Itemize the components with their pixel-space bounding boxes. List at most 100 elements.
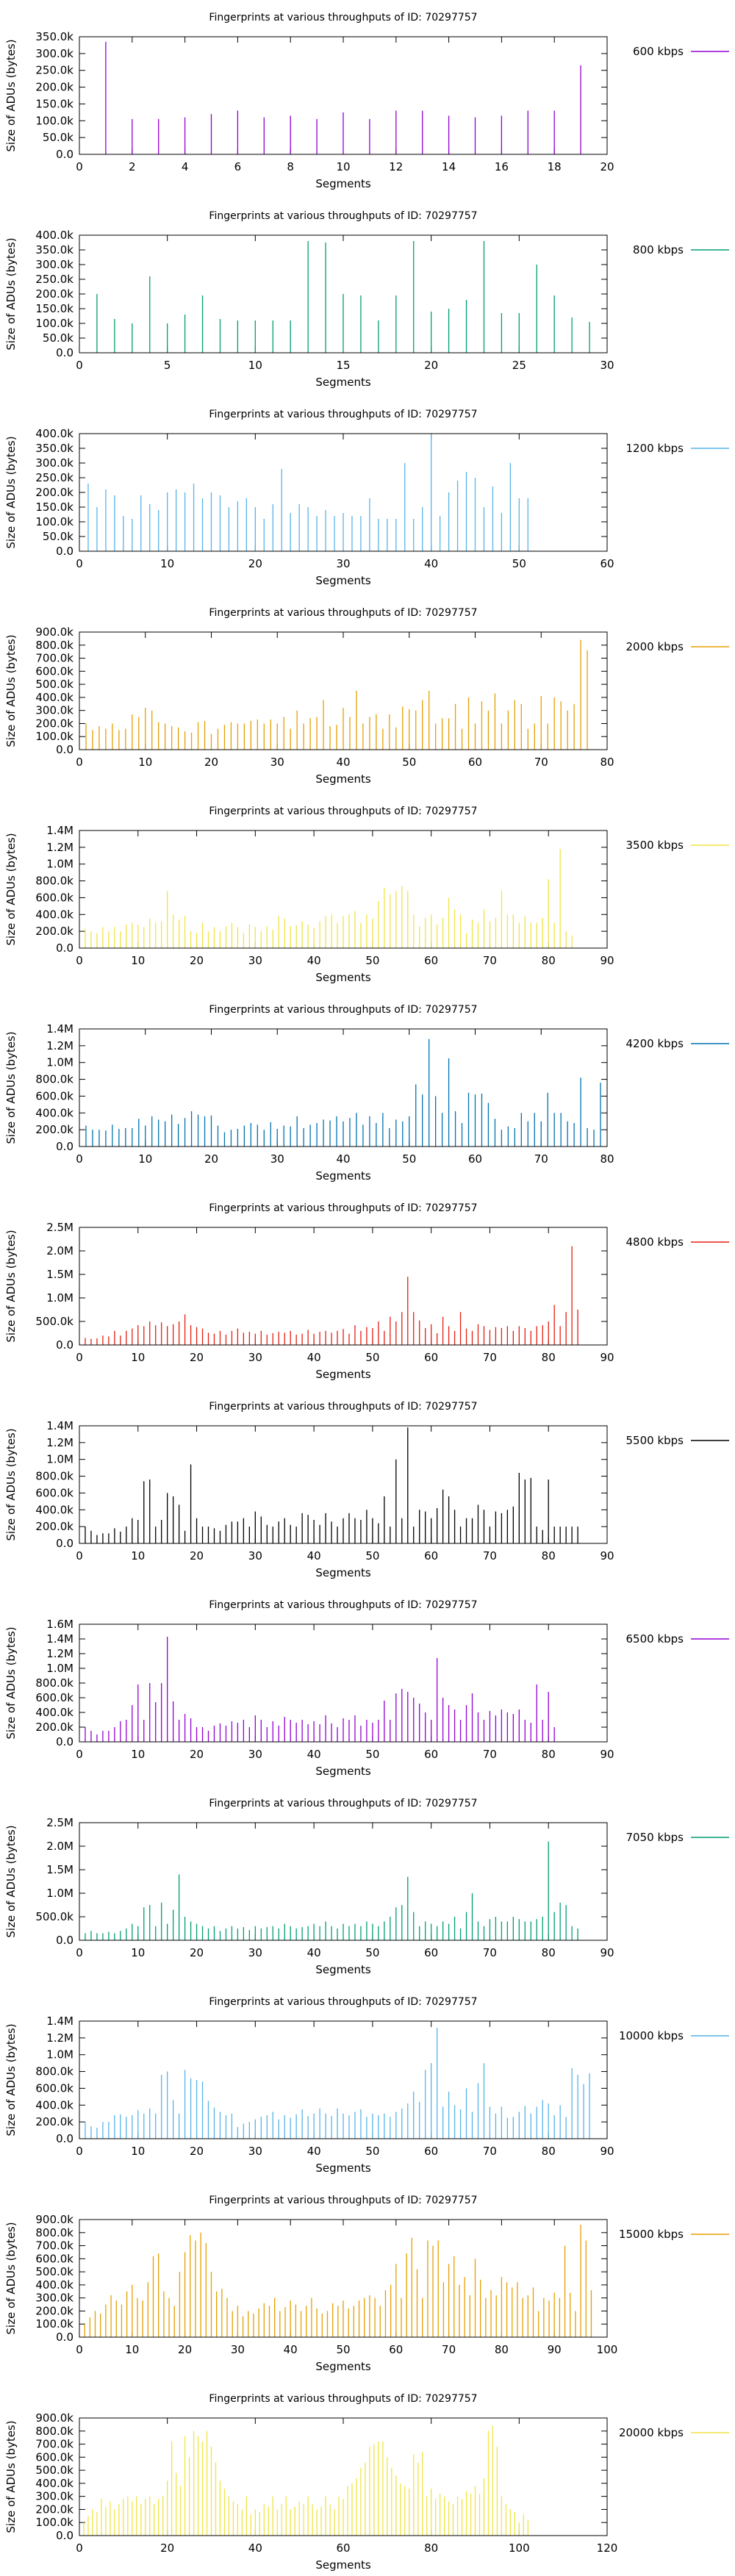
chart-panel-6: Fingerprints at various throughputs of I… [4, 1004, 729, 1183]
x-tick-label: 70 [442, 2343, 456, 2356]
x-tick-label: 40 [307, 954, 321, 967]
y-tick-label: 600.0k [35, 2450, 74, 2464]
x-tick-label: 40 [307, 1549, 321, 1563]
y-tick-label: 1.2M [46, 1436, 74, 1449]
chart-title: Fingerprints at various throughputs of I… [209, 806, 477, 817]
legend-label: 10000 kbps [619, 2029, 684, 2042]
x-tick-label: 60 [424, 2145, 438, 2158]
x-axis-label: Segments [315, 2360, 371, 2373]
x-tick-label: 30 [248, 1351, 262, 1364]
x-tick-label: 10 [248, 359, 262, 372]
x-tick-label: 40 [424, 557, 438, 570]
y-tick-label: 0.0 [56, 148, 74, 161]
y-tick-label: 100.0k [35, 2516, 74, 2529]
y-tick-label: 1.0M [46, 1887, 74, 1900]
chart-panel-13: Fingerprints at various throughputs of I… [4, 2393, 729, 2572]
chart-title: Fingerprints at various throughputs of I… [209, 607, 477, 619]
x-tick-label: 30 [248, 1946, 262, 1959]
legend-label: 4200 kbps [626, 1037, 684, 1050]
plot-frame [79, 1624, 608, 1743]
x-tick-label: 60 [424, 1748, 438, 1761]
x-tick-label: 90 [600, 954, 614, 967]
x-tick-label: 80 [542, 2145, 556, 2158]
y-tick-label: 400.0k [35, 1706, 74, 1719]
y-tick-label: 500.0k [35, 2464, 74, 2477]
y-tick-label: 0.0 [56, 2132, 74, 2145]
y-tick-label: 800.0k [35, 875, 74, 888]
x-axis-label: Segments [315, 177, 371, 190]
y-tick-label: 2.5M [46, 1221, 74, 1234]
y-tick-label: 0.0 [56, 1537, 74, 1550]
x-tick-label: 0 [76, 557, 83, 570]
y-tick-label: 300.0k [35, 2490, 74, 2503]
y-tick-label: 800.0k [35, 1073, 74, 1086]
y-tick-label: 600.0k [35, 1691, 74, 1704]
y-tick-label: 1.6M [46, 1618, 74, 1631]
x-tick-label: 40 [307, 2145, 321, 2158]
x-tick-label: 20 [190, 2145, 204, 2158]
x-tick-label: 80 [600, 1152, 614, 1166]
x-axis-label: Segments [315, 1566, 371, 1579]
x-axis-label: Segments [315, 2161, 371, 2175]
legend-label: 5500 kbps [626, 1434, 684, 1447]
x-tick-label: 60 [424, 954, 438, 967]
x-tick-label: 80 [542, 1946, 556, 1959]
x-tick-label: 40 [307, 1748, 321, 1761]
chart-panel-9: Fingerprints at various throughputs of I… [4, 1599, 729, 1778]
x-axis-label: Segments [315, 574, 371, 587]
x-tick-label: 0 [76, 2343, 83, 2356]
y-tick-label: 0.0 [56, 941, 74, 955]
legend-label: 15000 kbps [619, 2228, 684, 2241]
x-tick-label: 80 [542, 954, 556, 967]
y-tick-label: 1.0M [46, 1662, 74, 1675]
x-tick-label: 60 [336, 2541, 350, 2555]
legend-label: 20000 kbps [619, 2426, 684, 2439]
x-tick-label: 40 [336, 756, 350, 769]
x-tick-label: 60 [424, 1351, 438, 1364]
legend-label: 2000 kbps [626, 640, 684, 653]
x-tick-label: 70 [483, 1748, 497, 1761]
x-tick-label: 10 [131, 2145, 145, 2158]
y-tick-label: 600.0k [35, 664, 74, 678]
plot-frame [79, 1822, 608, 1941]
y-axis-label: Size of ADUs (bytes) [4, 2420, 18, 2533]
y-tick-label: 400.0k [35, 2098, 74, 2112]
y-tick-label: 2.0M [46, 1244, 74, 1257]
x-tick-label: 20 [248, 557, 262, 570]
y-tick-label: 0.0 [56, 2331, 74, 2344]
y-tick-label: 100.0k [35, 730, 74, 743]
y-axis-label: Size of ADUs (bytes) [4, 1626, 18, 1739]
plot-frame [79, 36, 608, 155]
y-tick-label: 1.0M [46, 1453, 74, 1466]
y-axis-label: Size of ADUs (bytes) [4, 1031, 18, 1144]
legend-label: 3500 kbps [626, 839, 684, 852]
x-tick-label: 80 [542, 1549, 556, 1563]
x-tick-label: 60 [389, 2343, 403, 2356]
y-tick-label: 900.0k [35, 2411, 74, 2425]
y-tick-label: 200.0k [35, 1123, 74, 1136]
chart-panel-4: Fingerprints at various throughputs of I… [4, 607, 729, 786]
x-tick-label: 80 [542, 1748, 556, 1761]
x-tick-label: 30 [248, 1748, 262, 1761]
y-tick-label: 1.4M [46, 1022, 74, 1036]
y-tick-label: 250.0k [35, 471, 74, 484]
chart-title: Fingerprints at various throughputs of I… [209, 1798, 477, 1809]
y-tick-label: 1.2M [46, 2031, 74, 2045]
x-tick-label: 30 [270, 756, 284, 769]
x-tick-label: 40 [248, 2541, 262, 2555]
x-tick-label: 30 [248, 954, 262, 967]
y-tick-label: 200.0k [35, 287, 74, 301]
x-tick-label: 0 [76, 954, 83, 967]
chart-title: Fingerprints at various throughputs of I… [209, 409, 477, 420]
x-tick-label: 20 [600, 160, 614, 173]
chart-panel-3: Fingerprints at various throughputs of I… [4, 409, 729, 587]
y-tick-label: 600.0k [35, 1089, 74, 1102]
plot-frame [79, 631, 608, 750]
y-tick-label: 250.0k [35, 273, 74, 286]
x-tick-label: 90 [600, 1549, 614, 1563]
plot-frame [79, 433, 608, 552]
chart-title: Fingerprints at various throughputs of I… [209, 210, 477, 222]
y-tick-label: 600.0k [35, 1486, 74, 1499]
x-tick-label: 6 [234, 160, 242, 173]
